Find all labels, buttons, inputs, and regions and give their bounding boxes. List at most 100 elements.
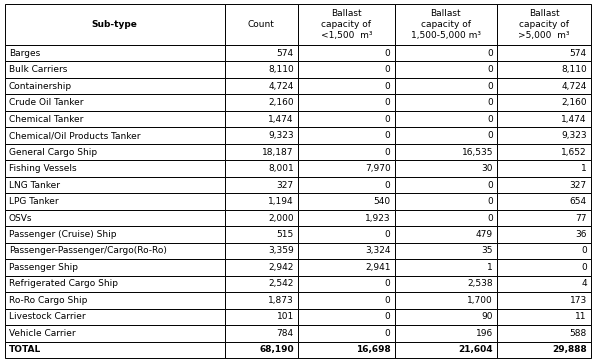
Text: OSVs: OSVs (9, 213, 33, 222)
Text: 4,724: 4,724 (561, 82, 587, 91)
Text: Containership: Containership (9, 82, 72, 91)
Bar (225, 226, 298, 243)
Text: 1,652: 1,652 (561, 148, 587, 157)
Text: 0: 0 (385, 98, 390, 107)
Text: Crude Oil Tanker: Crude Oil Tanker (9, 98, 83, 107)
Text: 515: 515 (276, 230, 293, 239)
Bar (497, 111, 591, 127)
Text: 588: 588 (570, 329, 587, 338)
Bar (5, 259, 225, 276)
Bar (394, 127, 497, 144)
Bar (497, 94, 591, 111)
Bar (298, 144, 394, 160)
Bar (5, 193, 225, 210)
Text: 1,700: 1,700 (467, 296, 493, 305)
Text: 101: 101 (276, 312, 293, 321)
Text: 16,535: 16,535 (462, 148, 493, 157)
Text: 574: 574 (277, 49, 293, 58)
Bar (225, 243, 298, 259)
Bar (394, 276, 497, 292)
Text: 21,604: 21,604 (459, 346, 493, 355)
Text: 0: 0 (487, 180, 493, 189)
Text: 784: 784 (277, 329, 293, 338)
Text: 2,160: 2,160 (561, 98, 587, 107)
Bar (497, 325, 591, 342)
Text: 29,888: 29,888 (552, 346, 587, 355)
Bar (394, 259, 497, 276)
Text: LNG Tanker: LNG Tanker (9, 180, 60, 189)
Bar (394, 144, 497, 160)
Bar (5, 78, 225, 94)
Bar (5, 94, 225, 111)
Bar (394, 45, 497, 61)
Bar (5, 210, 225, 226)
Text: 36: 36 (576, 230, 587, 239)
Text: 327: 327 (277, 180, 293, 189)
Text: 0: 0 (487, 49, 493, 58)
Bar (225, 61, 298, 78)
Bar (225, 45, 298, 61)
Bar (5, 45, 225, 61)
Bar (497, 144, 591, 160)
Bar (394, 94, 497, 111)
Text: 1,194: 1,194 (268, 197, 293, 206)
Text: 8,001: 8,001 (268, 164, 293, 173)
Text: 479: 479 (476, 230, 493, 239)
Bar (497, 177, 591, 193)
Text: 77: 77 (576, 213, 587, 222)
Bar (5, 127, 225, 144)
Text: 0: 0 (487, 131, 493, 140)
Bar (5, 243, 225, 259)
Bar (497, 226, 591, 243)
Text: 2,542: 2,542 (268, 279, 293, 288)
Bar (298, 342, 394, 358)
Text: 1,474: 1,474 (268, 114, 293, 123)
Text: 0: 0 (487, 82, 493, 91)
Bar (497, 342, 591, 358)
Bar (497, 309, 591, 325)
Text: 2,160: 2,160 (268, 98, 293, 107)
Bar (298, 193, 394, 210)
Bar (497, 193, 591, 210)
Bar (225, 144, 298, 160)
Text: Refrigerated Cargo Ship: Refrigerated Cargo Ship (9, 279, 118, 288)
Text: 4: 4 (582, 279, 587, 288)
Text: Sub-type: Sub-type (91, 20, 138, 29)
Bar (298, 309, 394, 325)
Bar (298, 325, 394, 342)
Text: 1,923: 1,923 (365, 213, 390, 222)
Text: 7,970: 7,970 (365, 164, 390, 173)
Bar (497, 45, 591, 61)
Bar (298, 210, 394, 226)
Bar (225, 94, 298, 111)
Text: Passenger Ship: Passenger Ship (9, 263, 78, 272)
Bar (394, 61, 497, 78)
Bar (5, 292, 225, 309)
Bar (225, 325, 298, 342)
Bar (394, 210, 497, 226)
Bar (225, 210, 298, 226)
Text: 16,698: 16,698 (356, 346, 390, 355)
Text: LPG Tanker: LPG Tanker (9, 197, 59, 206)
Bar (497, 210, 591, 226)
Text: 0: 0 (385, 49, 390, 58)
Bar (298, 292, 394, 309)
Bar (5, 226, 225, 243)
Text: 1: 1 (487, 263, 493, 272)
Text: 18,187: 18,187 (262, 148, 293, 157)
Text: General Cargo Ship: General Cargo Ship (9, 148, 97, 157)
Bar (497, 259, 591, 276)
Bar (225, 259, 298, 276)
Bar (298, 78, 394, 94)
Text: 540: 540 (374, 197, 390, 206)
Text: 0: 0 (487, 98, 493, 107)
Text: 9,323: 9,323 (561, 131, 587, 140)
Bar (497, 292, 591, 309)
Text: 3,359: 3,359 (268, 247, 293, 256)
Text: 0: 0 (487, 114, 493, 123)
Bar (497, 61, 591, 78)
Bar (394, 78, 497, 94)
Bar (298, 45, 394, 61)
Bar (298, 4, 394, 45)
Bar (298, 243, 394, 259)
